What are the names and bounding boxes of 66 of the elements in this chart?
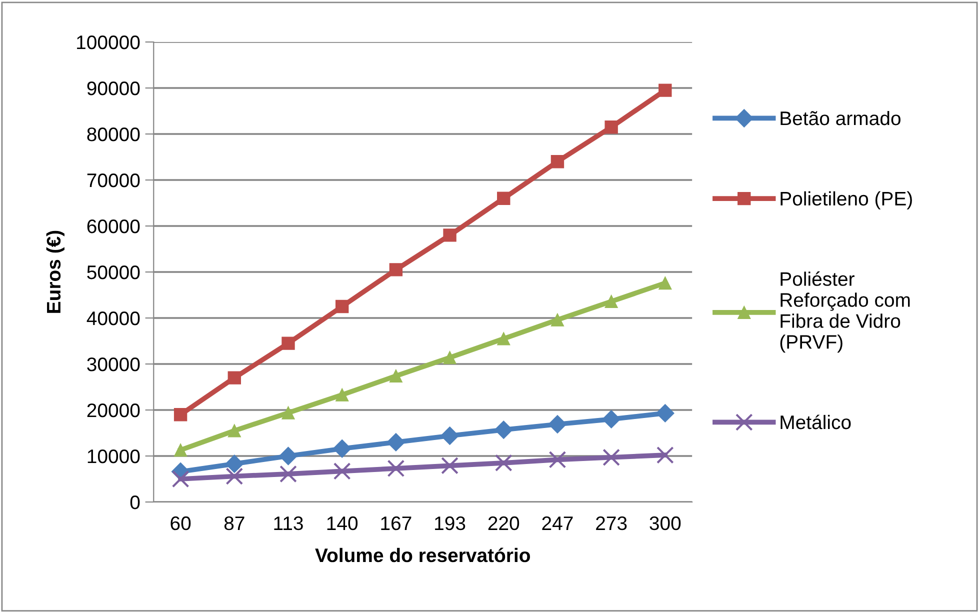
- point: [658, 276, 672, 290]
- x-tick-label: 273: [596, 516, 627, 530]
- point: [386, 433, 406, 452]
- legend-label: Metálico: [780, 414, 851, 430]
- point: [548, 415, 567, 434]
- y-tick-label: 20000: [87, 403, 140, 418]
- point: [282, 336, 295, 350]
- y-tick-label: 90000: [87, 81, 140, 96]
- point: [604, 120, 618, 134]
- y-tick-label: 10000: [88, 449, 140, 464]
- point: [497, 332, 510, 346]
- point: [658, 84, 672, 97]
- y-tick-label: 40000: [86, 311, 140, 326]
- point: [548, 450, 566, 468]
- point: [333, 462, 351, 480]
- point: [389, 369, 403, 383]
- point: [172, 470, 190, 488]
- x-tick-label: 220: [488, 516, 520, 530]
- point: [282, 406, 295, 420]
- point: [604, 294, 618, 308]
- point: [228, 371, 241, 384]
- point: [550, 313, 564, 326]
- point: [602, 448, 620, 466]
- legend-label: Polietileno (PE): [780, 191, 912, 210]
- x-tick-label: 113: [274, 516, 303, 530]
- point: [280, 465, 297, 483]
- y-tick-label: 60000: [87, 219, 140, 234]
- point: [443, 228, 456, 242]
- x-tick-label: 60: [170, 516, 191, 530]
- point: [228, 424, 241, 438]
- y-axis-title: Euros (€): [46, 230, 64, 313]
- x-tick-label: 87: [224, 516, 244, 530]
- y-tick-label: 0: [130, 495, 140, 510]
- point: [332, 439, 352, 458]
- point: [443, 350, 456, 364]
- x-tick-label: 300: [650, 516, 681, 530]
- point: [387, 460, 405, 478]
- x-tick-label: 167: [381, 516, 412, 530]
- y-tick-label: 50000: [87, 265, 140, 280]
- legend-label: Betão armado: [780, 110, 900, 126]
- point: [550, 155, 564, 168]
- point: [335, 388, 349, 402]
- y-tick-label: 100000: [77, 35, 140, 50]
- point: [441, 456, 458, 474]
- point: [494, 454, 512, 472]
- y-tick-label: 70000: [87, 173, 140, 188]
- point: [656, 404, 674, 422]
- point: [494, 420, 513, 439]
- x-axis-title: Volume do reservatório: [315, 548, 530, 562]
- point: [174, 408, 188, 422]
- point: [602, 410, 620, 428]
- legend-label: Poliéster Reforçado com Fibra de Vidro (PRVF): [780, 271, 910, 353]
- point: [335, 300, 349, 314]
- point: [174, 443, 188, 457]
- x-tick-label: 193: [435, 516, 466, 530]
- point: [226, 468, 244, 485]
- x-tick-label: 140: [327, 516, 358, 530]
- point: [656, 446, 674, 464]
- point: [225, 454, 244, 474]
- point: [440, 426, 459, 445]
- x-tick-label: 247: [542, 516, 573, 530]
- point: [279, 446, 298, 466]
- y-tick-label: 30000: [87, 357, 140, 372]
- point: [389, 263, 403, 276]
- point: [497, 192, 510, 205]
- y-tick-label: 80000: [87, 127, 140, 142]
